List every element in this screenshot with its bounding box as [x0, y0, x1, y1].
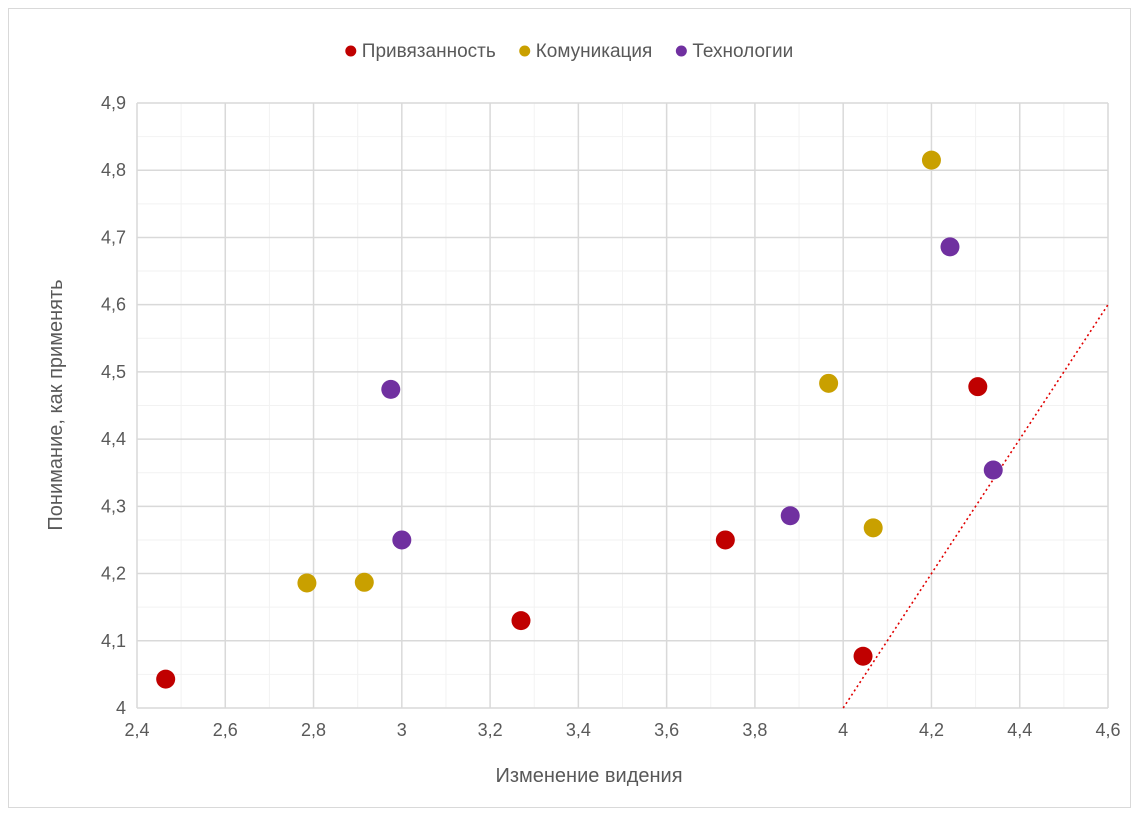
point-1-2 [819, 373, 839, 393]
y-tick-label: 4,9 [101, 93, 126, 113]
y-tick-label: 4,5 [101, 362, 126, 382]
y-tick-label: 4,8 [101, 160, 126, 180]
x-axis-title: Изменение видения [495, 765, 682, 787]
y-tick-label: 4,3 [101, 496, 126, 516]
scatter-chart: Привязанность Комуникация Технологии 2,4 2,… [45, 41, 1121, 787]
point-0-0 [156, 669, 176, 689]
x-tick-label: 3,6 [654, 720, 679, 740]
major-gridlines [136, 102, 1109, 709]
x-tick-label: 2,4 [124, 720, 149, 740]
x-tick-label: 3,4 [566, 720, 591, 740]
x-tick-label: 4,2 [919, 720, 944, 740]
point-0-1 [511, 611, 531, 631]
point-0-2 [715, 530, 735, 550]
y-axis-title: Понимание, как применять [45, 279, 67, 530]
x-tick-label: 4 [838, 720, 848, 740]
y-tick-label: 4 [116, 698, 126, 718]
legend-label-1: Комуникация [536, 41, 653, 62]
point-2-0 [381, 379, 401, 399]
point-2-2 [780, 506, 800, 526]
x-tick-label: 3,2 [478, 720, 503, 740]
point-2-4 [983, 460, 1003, 480]
point-2-3 [940, 237, 960, 257]
point-1-4 [921, 150, 941, 170]
minor-gridlines [137, 103, 1108, 708]
y-tick-label: 4,6 [101, 295, 126, 315]
legend-marker-2 [675, 45, 687, 57]
x-tick-label: 3 [397, 720, 407, 740]
y-tick-label: 4,7 [101, 227, 126, 247]
point-0-3 [853, 646, 873, 666]
chart-frame: Привязанность Комуникация Технологии 2,4 2,… [8, 8, 1131, 808]
legend-marker-1 [519, 45, 531, 57]
y-tick-label: 4,2 [101, 564, 126, 584]
x-tick-label: 4,4 [1007, 720, 1032, 740]
point-1-1 [354, 572, 374, 592]
legend: Привязанность Комуникация Технологии [345, 41, 793, 62]
y-tick-labels: 4 4,1 4,2 4,3 4,4 4,5 4,6 4,7 4,8 4,9 [101, 93, 126, 718]
reference-line [842, 304, 1109, 709]
y-tick-label: 4,4 [101, 429, 126, 449]
legend-label-2: Технологии [692, 41, 793, 62]
x-tick-label: 2,6 [213, 720, 238, 740]
point-1-3 [863, 518, 883, 538]
point-1-0 [297, 573, 317, 593]
y-tick-label: 4,1 [101, 631, 126, 651]
reference-line-path [842, 304, 1109, 709]
legend-label-0: Привязанность [362, 41, 496, 62]
x-tick-label: 4,6 [1095, 720, 1120, 740]
legend-marker-0 [345, 45, 357, 57]
point-0-4 [968, 377, 988, 397]
x-tick-label: 3,8 [742, 720, 767, 740]
x-tick-labels: 2,4 2,6 2,8 3 3,2 3,4 3,6 3,8 4 4,2 4,4 4,6 [124, 720, 1120, 740]
point-2-1 [392, 530, 412, 550]
x-tick-label: 2,8 [301, 720, 326, 740]
data-points [156, 150, 1003, 689]
